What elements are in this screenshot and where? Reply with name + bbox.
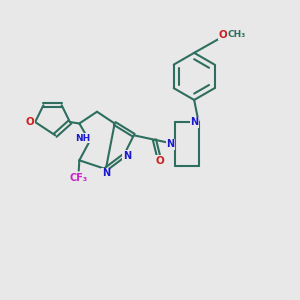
Text: O: O — [156, 156, 165, 166]
Text: N: N — [167, 139, 175, 149]
Text: N: N — [190, 117, 198, 127]
Text: N: N — [102, 168, 110, 178]
Text: O: O — [26, 117, 34, 127]
Text: NH: NH — [76, 134, 91, 143]
Text: CH₃: CH₃ — [227, 30, 246, 39]
Text: O: O — [218, 30, 227, 40]
Text: N: N — [123, 151, 131, 161]
Text: CF₃: CF₃ — [70, 173, 88, 183]
